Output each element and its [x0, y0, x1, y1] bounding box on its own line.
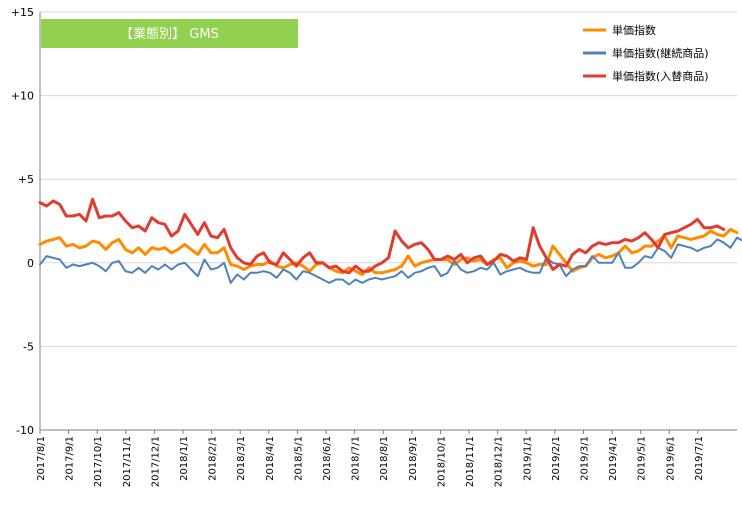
legend-label: 単価指数(継続商品): [612, 46, 709, 60]
x-tick-label: 2018/4/1: [265, 436, 276, 481]
x-tick-label: 2018/11/1: [465, 436, 476, 487]
x-tick-label: 2018/6/1: [322, 436, 333, 481]
x-tick-label: 2019/6/1: [665, 436, 676, 481]
x-tick-label: 2018/8/1: [379, 436, 390, 481]
x-tick-label: 2018/1/1: [179, 436, 190, 481]
chart-title: 【業態別】 GMS: [41, 19, 298, 48]
legend-label: 単価指数: [612, 23, 656, 37]
series-line: [39, 236, 742, 286]
x-tick-label: 2019/1/1: [522, 436, 533, 481]
x-tick-label: 2017/11/1: [122, 436, 133, 487]
y-tick-label: -5: [23, 340, 34, 353]
x-tick-label: 2019/3/1: [579, 436, 590, 481]
y-tick-label: +10: [11, 90, 34, 103]
y-tick-label: -10: [16, 424, 34, 437]
legend-label: 単価指数(入替商品): [612, 69, 709, 83]
x-tick-label: 2019/2/1: [551, 436, 562, 481]
x-tick-label: 2018/12/1: [494, 436, 505, 487]
x-tick-label: 2017/8/1: [36, 436, 47, 481]
x-tick-label: 2018/3/1: [236, 436, 247, 481]
chart-title-background: [41, 19, 298, 48]
x-tick-label: 2018/10/1: [436, 436, 447, 487]
y-axis: +15 +10 +5 0 -5 -10: [11, 6, 737, 437]
x-axis: 2017/8/1 2017/9/1 2017/10/1 2017/11/1 2017/1…: [36, 430, 705, 487]
x-tick-label: 2018/9/1: [408, 436, 419, 481]
x-tick-label: 2017/10/1: [93, 436, 104, 487]
y-tick-label: 0: [27, 257, 34, 270]
x-tick-label: 2017/12/1: [150, 436, 161, 487]
x-tick-label: 2018/5/1: [293, 436, 304, 481]
x-tick-label: 2018/2/1: [208, 436, 219, 481]
x-tick-label: 2017/9/1: [65, 436, 76, 481]
series-line: [38, 197, 726, 275]
x-tick-label: 2019/7/1: [694, 436, 705, 481]
series-lines: [38, 197, 742, 286]
x-tick-label: 2019/5/1: [637, 436, 648, 481]
x-tick-label: 2018/7/1: [351, 436, 362, 481]
y-tick-label: +15: [11, 6, 34, 19]
series-line: [38, 227, 739, 276]
x-tick-label: 2019/4/1: [608, 436, 619, 481]
y-tick-label: +5: [18, 173, 34, 186]
chart-title-text: 【業態別】 GMS: [120, 26, 219, 42]
